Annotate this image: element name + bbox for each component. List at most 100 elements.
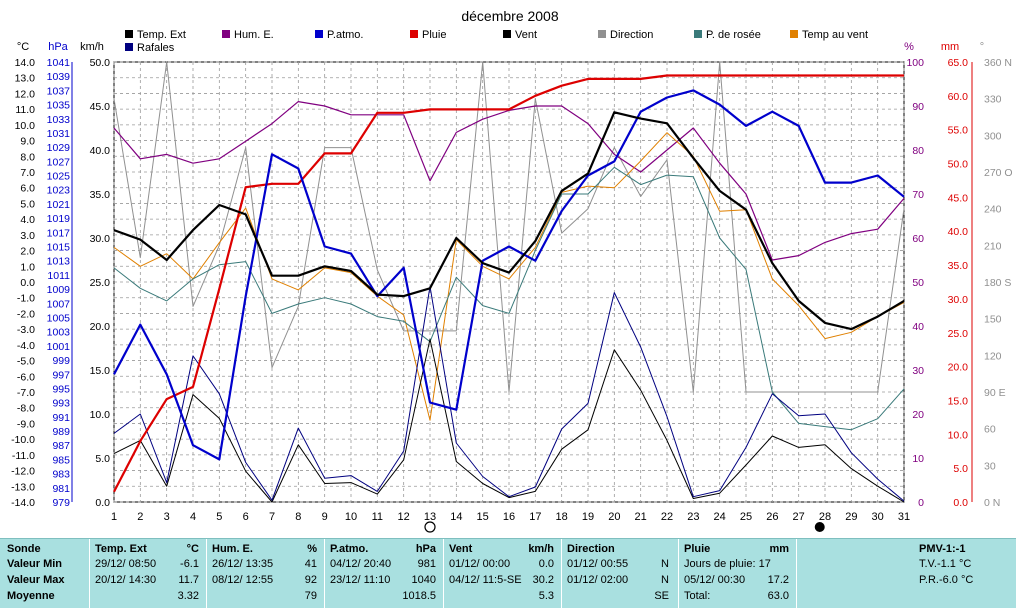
rain-tick-label: 0.0 — [953, 497, 968, 509]
rain-tick-label: 60.0 — [948, 91, 969, 103]
summary-col-pmv: PMV-1:-1 T.V.-1.1 °C P.R.-6.0 °C — [797, 539, 1016, 608]
press-tick-label: 999 — [52, 355, 70, 367]
temp-max-date: 20/12/ 14:30 — [95, 574, 157, 586]
day-tick-label: 31 — [898, 511, 910, 523]
legend-label: Vent — [515, 29, 537, 41]
day-tick-label: 7 — [269, 511, 275, 523]
day-tick-label: 6 — [243, 511, 249, 523]
press-tick-label: 1039 — [47, 71, 71, 83]
dir-title: Direction — [567, 543, 615, 555]
wind-min-value: 0.0 — [538, 558, 554, 570]
temp-tick-label: -8.0 — [17, 403, 35, 415]
press-tick-label: 981 — [52, 483, 70, 495]
hum-tick-label: 60 — [912, 233, 924, 245]
press-tick-label: 1027 — [47, 156, 71, 168]
wind-tick-label: 50.0 — [90, 57, 111, 69]
hum-max-value: 92 — [304, 574, 317, 586]
hum-title: Hum. E. — [212, 543, 253, 555]
hum-tick-label: 90 — [912, 101, 924, 113]
day-tick-label: 12 — [398, 511, 410, 523]
day-tick-label: 18 — [556, 511, 568, 523]
rain-tick-label: 25.0 — [948, 328, 969, 340]
dir-tick-label: 0 N — [984, 497, 1000, 509]
row-label-sonde: Sonde — [7, 543, 41, 555]
press-tick-label: 997 — [52, 369, 70, 381]
wind-tick-label: 0.0 — [95, 497, 110, 509]
dir-tick-label: 300 — [984, 130, 1002, 142]
summary-col-rain: Pluie mm Jours de pluie: 17 05/12/ 00:30… — [679, 539, 795, 608]
press-tick-label: 1017 — [47, 227, 71, 239]
wind-tick-label: 15.0 — [90, 365, 111, 377]
press-tick-label: 1005 — [47, 312, 71, 324]
press-tick-label: 1025 — [47, 171, 71, 183]
series-line-temp-au-vent — [113, 132, 905, 421]
legend-swatch — [315, 30, 323, 38]
axis-unit-labels: °C hPa km/h % mm ° — [17, 41, 984, 53]
press-min-date: 04/12/ 20:40 — [330, 558, 392, 570]
press-tick-label: 1021 — [47, 199, 71, 211]
wind-tick-label: 45.0 — [90, 101, 111, 113]
temp-tick-label: -6.0 — [17, 371, 35, 383]
press-tick-label: 991 — [52, 412, 70, 424]
hum-tick-label: 0 — [918, 497, 924, 509]
pmv-felt-temp: T.V.-1.1 °C — [919, 558, 972, 570]
rain-days: Jours de pluie: 17 — [684, 558, 771, 570]
dir-tick-label: 240 — [984, 204, 1002, 216]
press-tick-label: 1009 — [47, 284, 71, 296]
temp-tick-label: 5.0 — [20, 198, 35, 210]
full-moon-icon — [424, 521, 436, 533]
press-tick-label: 1015 — [47, 242, 71, 254]
legend-swatch — [222, 30, 230, 38]
dir-tick-label: 330 — [984, 94, 1002, 106]
dir-tick-label: 180 S — [984, 277, 1011, 289]
wind-tick-label: 40.0 — [90, 145, 111, 157]
rain-tick-label: 30.0 — [948, 294, 969, 306]
press-average: 1018.5 — [402, 590, 436, 602]
hum-min-date: 26/12/ 13:35 — [212, 558, 274, 570]
rain-tick-label: 5.0 — [953, 463, 968, 475]
legend-label: Pluie — [422, 29, 446, 41]
legend-label: P.atmo. — [327, 29, 364, 41]
day-tick-label: 17 — [529, 511, 541, 523]
day-tick-label: 26 — [766, 511, 778, 523]
wind-tick-label: 10.0 — [90, 409, 111, 421]
rain-tick-label: 35.0 — [948, 260, 969, 272]
rain-total-value: 63.0 — [767, 590, 789, 602]
temp-min-date: 29/12/ 08:50 — [95, 558, 157, 570]
press-tick-label: 989 — [52, 426, 70, 438]
moon-phases — [424, 521, 825, 533]
series-line-pluie — [113, 74, 904, 493]
separator — [443, 539, 444, 608]
temp-tick-label: -10.0 — [11, 434, 35, 446]
day-tick-label: 5 — [216, 511, 222, 523]
rain-tick-label: 45.0 — [948, 192, 969, 204]
separator — [206, 539, 207, 608]
wind-max-date: 04/12/ 11:5-SE — [449, 574, 522, 586]
hum-tick-label: 100 — [906, 57, 924, 69]
rain-tick-label: 10.0 — [948, 429, 969, 441]
temp-min-value: -6.1 — [180, 558, 199, 570]
hum-max-date: 08/12/ 12:55 — [212, 574, 274, 586]
wind-max-value: 30.2 — [532, 574, 554, 586]
wind-min-date: 01/12/ 00:00 — [449, 558, 511, 570]
temp-tick-label: 2.0 — [20, 246, 35, 258]
wind-tick-label: 5.0 — [95, 453, 110, 465]
temp-tick-label: 6.0 — [20, 183, 35, 195]
day-tick-label: 3 — [164, 511, 170, 523]
legend-swatch — [125, 43, 133, 51]
legend-swatch — [598, 30, 606, 38]
press-max-date: 23/12/ 11:10 — [330, 574, 391, 586]
legend-label: Temp au vent — [802, 29, 868, 41]
dir-min-value: N — [661, 558, 669, 570]
legend: Temp. Ext Hum. E. P.atmo. Pluie Vent Directio… — [125, 29, 868, 54]
hum-tick-label: 30 — [912, 365, 924, 377]
temp-average: 3.32 — [177, 590, 199, 602]
dir-max-date: 01/12/ 02:00 — [567, 574, 629, 586]
day-tick-label: 23 — [687, 511, 699, 523]
day-tick-label: 28 — [819, 511, 831, 523]
day-tick-label: 20 — [608, 511, 620, 523]
press-tick-label: 1007 — [47, 298, 71, 310]
temp-tick-label: -3.0 — [17, 324, 35, 336]
summary-col-wind: Vent km/h 01/12/ 00:00 0.0 04/12/ 11:5-S… — [444, 539, 560, 608]
dir-tick-label: 60 — [984, 424, 996, 436]
